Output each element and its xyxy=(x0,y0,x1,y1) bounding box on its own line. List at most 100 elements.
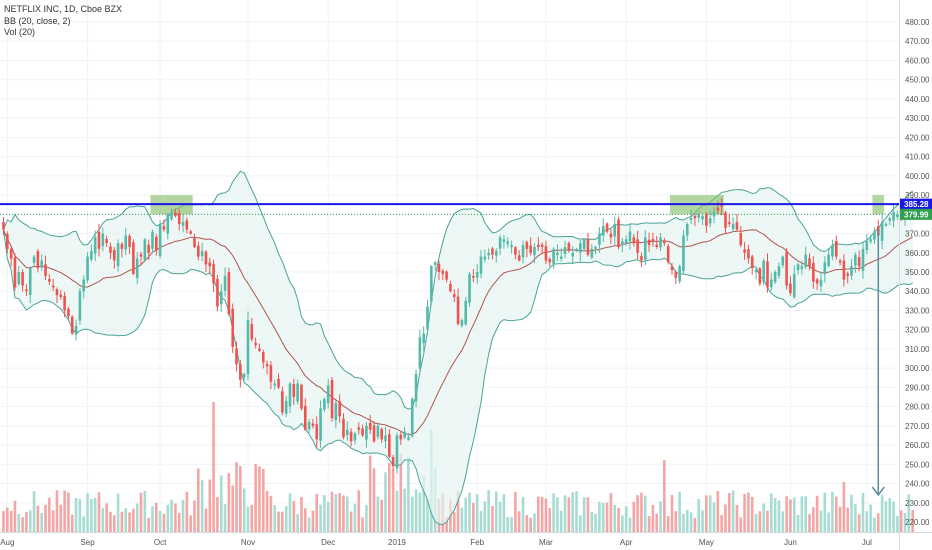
candle-body xyxy=(426,306,429,330)
candle-body xyxy=(575,248,578,251)
legend-symbol[interactable]: NETFLIX INC, 1D, Cboe BZX xyxy=(4,4,123,14)
volume-bar xyxy=(204,508,208,532)
volume-bar xyxy=(468,492,471,532)
volume-bar xyxy=(372,468,376,532)
candle-body xyxy=(223,275,227,291)
candle-body xyxy=(32,256,36,263)
x-tick-label: Jun xyxy=(784,538,797,547)
volume-bar xyxy=(567,497,571,532)
volume-bar xyxy=(716,491,720,532)
volume-bar xyxy=(544,498,548,532)
candle-body xyxy=(491,248,494,255)
candle-body xyxy=(21,272,24,286)
bollinger-lower xyxy=(3,229,913,526)
legend-bollinger[interactable]: BB (20, close, 2) xyxy=(4,15,71,26)
candle-body xyxy=(754,270,758,273)
candle-body xyxy=(334,402,338,421)
candle-body xyxy=(880,222,884,241)
candle-body xyxy=(124,235,128,250)
volume-bar xyxy=(880,494,884,532)
volume-bar xyxy=(365,505,368,532)
candle-body xyxy=(265,363,269,367)
candle-body xyxy=(250,324,254,340)
volume-bar xyxy=(74,498,78,532)
candle-body xyxy=(128,235,131,247)
candle-body xyxy=(40,260,43,268)
candle-body xyxy=(9,248,13,259)
volume-bar xyxy=(51,510,55,532)
volume-bar xyxy=(315,493,319,532)
candle-body xyxy=(663,241,666,244)
volume-bar xyxy=(601,502,605,532)
y-tick-label: 230.00 xyxy=(905,499,930,508)
volume-bar xyxy=(346,496,349,532)
candle-body xyxy=(430,266,433,302)
candle-body xyxy=(559,256,563,259)
target-arrow-head xyxy=(871,486,885,497)
candle-body xyxy=(219,291,223,305)
volume-bar xyxy=(708,495,712,532)
chart-legend: NETFLIX INC, 1D, Cboe BZX BB (20, close,… xyxy=(4,4,122,39)
legend-volume[interactable]: Vol (20) xyxy=(4,27,36,37)
x-tick-label: Oct xyxy=(154,538,167,547)
volume-bar xyxy=(143,490,147,532)
candle-body xyxy=(747,249,750,259)
volume-bar xyxy=(181,499,185,532)
candle-body xyxy=(720,204,723,207)
y-tick-label: 390.00 xyxy=(905,191,930,200)
volume-bar xyxy=(808,514,811,532)
candle-body xyxy=(342,418,345,438)
volume-bar xyxy=(758,511,762,532)
candle-body xyxy=(326,385,330,404)
candle-body xyxy=(628,231,632,242)
volume-bar xyxy=(479,510,483,532)
x-tick-label: May xyxy=(699,538,714,547)
x-tick-label: Dec xyxy=(321,538,335,547)
candle-body xyxy=(800,266,804,269)
y-tick-label: 310.00 xyxy=(905,345,930,354)
candle-body xyxy=(472,276,475,278)
candle-body xyxy=(116,243,120,267)
volume-bar xyxy=(357,490,361,532)
volume-bar xyxy=(781,511,785,532)
candle-body xyxy=(384,435,387,442)
volume-bar xyxy=(643,495,647,532)
candle-body xyxy=(873,231,876,240)
y-tick-label: 420.00 xyxy=(905,133,930,142)
volume-bar xyxy=(651,504,655,532)
volume-bar xyxy=(342,495,345,532)
candle-body xyxy=(819,279,823,287)
candle-body xyxy=(609,233,613,238)
volume-bar xyxy=(907,494,911,532)
candle-body xyxy=(414,373,418,402)
volume-bar xyxy=(132,508,135,532)
candle-body xyxy=(762,260,765,283)
volume-bar xyxy=(617,507,620,532)
volume-bar xyxy=(754,513,758,532)
volume-bar xyxy=(613,504,616,532)
volume-bar xyxy=(32,491,36,532)
y-tick-label: 340.00 xyxy=(905,287,930,296)
y-tick-label: 260.00 xyxy=(905,441,930,450)
volume-bar xyxy=(693,517,697,532)
candle-body xyxy=(445,271,448,280)
volume-bar xyxy=(659,501,662,532)
candle-body xyxy=(311,423,315,426)
candle-body xyxy=(388,434,391,457)
volume-bar xyxy=(212,402,215,532)
volume-bar xyxy=(720,515,723,532)
candle-body xyxy=(365,425,368,440)
volume-bar xyxy=(90,498,93,532)
candle-body xyxy=(556,252,559,256)
volume-bar xyxy=(380,499,383,532)
candle-body xyxy=(239,364,242,380)
volume-bar xyxy=(548,508,552,532)
candle-body xyxy=(197,245,200,257)
volume-bar xyxy=(223,504,227,532)
candle-body xyxy=(59,294,63,297)
volume-bar xyxy=(812,507,815,532)
candle-body xyxy=(586,238,590,255)
volume-bar xyxy=(705,495,708,532)
candle-body xyxy=(395,435,399,469)
